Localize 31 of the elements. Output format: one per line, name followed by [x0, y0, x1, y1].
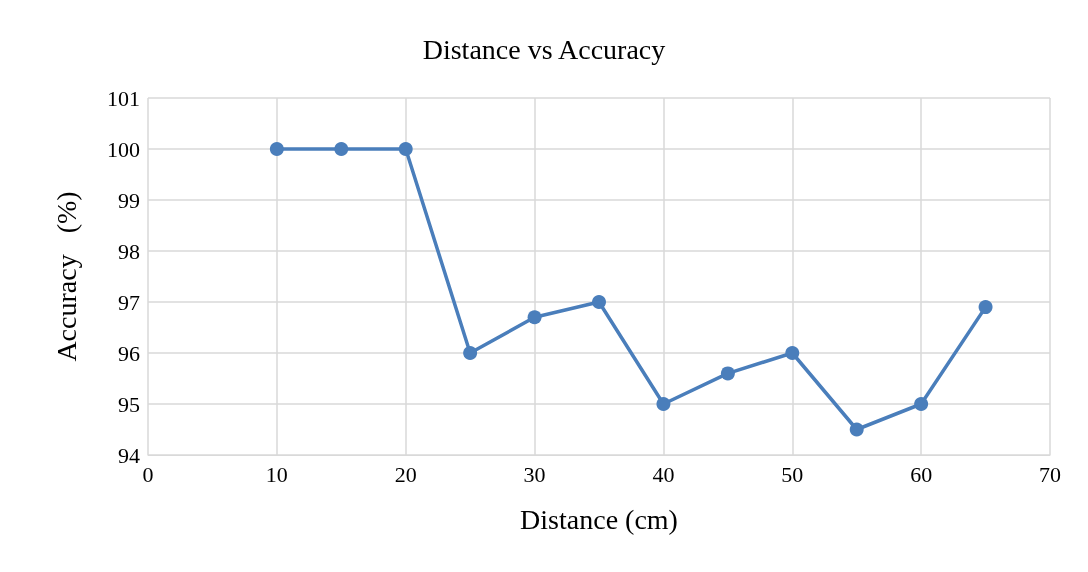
y-axis-title: Accuracy (%)	[50, 191, 82, 362]
point	[656, 397, 671, 411]
x-tick-label: 30	[523, 461, 546, 487]
point	[592, 295, 606, 309]
point	[914, 397, 929, 411]
point	[849, 422, 864, 437]
y-tick-label: 100	[107, 136, 140, 162]
x-tick-label: 10	[265, 461, 288, 487]
x-tick-label: 40	[652, 461, 675, 487]
point	[269, 142, 284, 156]
x-tick-label: 50	[781, 461, 804, 487]
y-tick-label: 94	[118, 442, 140, 468]
x-tick-label: 70	[1039, 461, 1061, 487]
y-tick-label: 97	[118, 289, 140, 315]
x-tick-label: 0	[142, 461, 154, 487]
y-tick-label: 99	[118, 187, 140, 213]
x-axis-title: Distance (cm)	[520, 503, 678, 535]
y-tick-label: 95	[118, 391, 140, 417]
point	[978, 300, 993, 315]
y-tick-label: 96	[118, 340, 140, 366]
chart-title: Distance vs Accuracy	[422, 33, 666, 65]
x-tick-label: 20	[394, 461, 417, 487]
point	[334, 142, 349, 156]
y-tick-label: 101	[107, 85, 140, 111]
x-tick-label: 60	[910, 461, 933, 487]
point	[527, 310, 542, 325]
point	[398, 142, 413, 156]
point	[463, 346, 478, 360]
y-tick-label: 98	[118, 238, 140, 264]
point	[785, 346, 800, 360]
point	[720, 366, 735, 381]
